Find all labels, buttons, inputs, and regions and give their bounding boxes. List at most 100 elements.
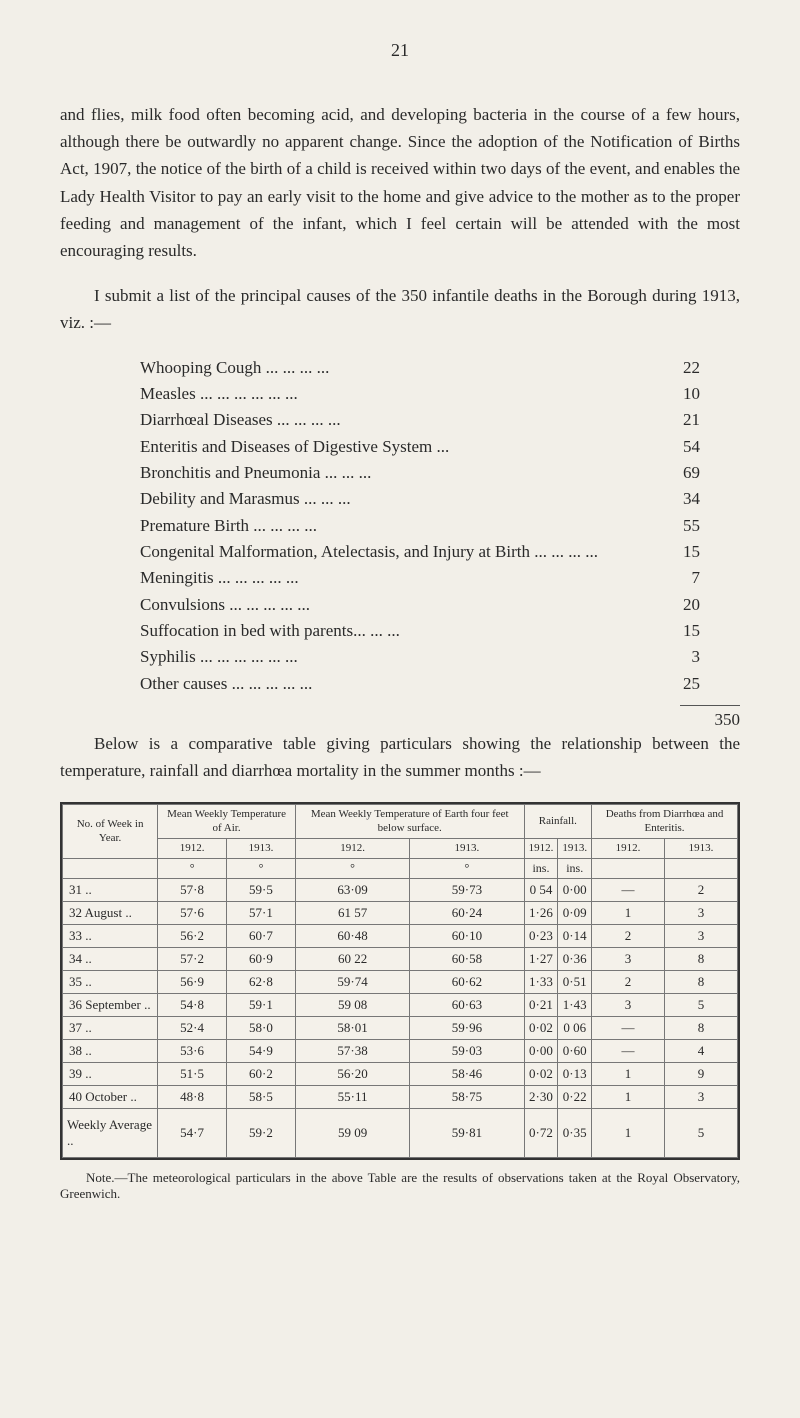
year-1913: 1913. [665,838,738,858]
cause-row: Enteritis and Diseases of Digestive Syst… [140,434,700,460]
data-cell: 0·00 [558,878,592,901]
cause-list: Whooping Cough ... ... ... ...22Measles … [140,355,700,697]
data-cell: 8 [665,1016,738,1039]
data-cell: 1·27 [524,947,558,970]
data-cell: 54·8 [158,993,227,1016]
cause-row: Convulsions ... ... ... ... ...20 [140,592,700,618]
comparative-table: No. of Week in Year. Mean Weekly Tempera… [60,802,740,1160]
cause-label: Premature Birth ... ... ... ... [140,513,640,539]
data-cell: 0·21 [524,993,558,1016]
table-row: 40 October ..48·858·555·1158·752·300·221… [63,1085,738,1108]
week-cell: 33 .. [63,924,158,947]
data-cell: 57·8 [158,878,227,901]
col-group-deaths: Deaths from Diarrhœa and Enteritis. [592,805,738,838]
data-cell: 51·5 [158,1062,227,1085]
unit-cell: ° [158,858,227,878]
data-cell: 60·62 [410,970,524,993]
cause-value: 25 [640,671,700,697]
data-cell: 0·13 [558,1062,592,1085]
data-cell: 62·8 [227,970,296,993]
data-cell: 3 [592,947,665,970]
cause-row: Premature Birth ... ... ... ...55 [140,513,700,539]
data-cell: 1 [592,1085,665,1108]
data-cell: 63·09 [295,878,409,901]
avg-cell: 0·35 [558,1108,592,1157]
cause-value: 20 [640,592,700,618]
cause-value: 69 [640,460,700,486]
data-cell: 59 08 [295,993,409,1016]
paragraph-3: Below is a comparative table giving part… [60,730,740,784]
data-cell: 58·75 [410,1085,524,1108]
data-cell: 60·48 [295,924,409,947]
cause-value: 54 [640,434,700,460]
table-row: 37 ..52·458·058·0159·960·020 06—8 [63,1016,738,1039]
data-cell: 54·9 [227,1039,296,1062]
col-group-rainfall: Rainfall. [524,805,592,838]
data-cell: 3 [665,901,738,924]
col-header-week: No. of Week in Year. [63,805,158,859]
cause-value: 15 [640,618,700,644]
avg-cell: 54·7 [158,1108,227,1157]
cause-value: 22 [640,355,700,381]
table-row: 38 ..53·654·957·3859·030·000·60—4 [63,1039,738,1062]
unit-cell [592,858,665,878]
unit-cell: ins. [558,858,592,878]
data-cell: 8 [665,947,738,970]
cause-value: 3 [640,644,700,670]
unit-cell: ° [295,858,409,878]
data-cell: 2 [592,970,665,993]
data-cell: 57·6 [158,901,227,924]
avg-cell: 59 09 [295,1108,409,1157]
data-cell: 59·74 [295,970,409,993]
data-cell: 0·02 [524,1016,558,1039]
data-cell: 0·00 [524,1039,558,1062]
data-cell: 2 [592,924,665,947]
avg-cell: 59·81 [410,1108,524,1157]
avg-cell: 59·2 [227,1108,296,1157]
data-cell: 56·9 [158,970,227,993]
table-header-row-1: No. of Week in Year. Mean Weekly Tempera… [63,805,738,838]
cause-row: Suffocation in bed with parents... ... .… [140,618,700,644]
table-row: 39 ..51·560·256·2058·460·020·1319 [63,1062,738,1085]
data-cell: 8 [665,970,738,993]
data-cell: 0·22 [558,1085,592,1108]
avg-cell: 0·72 [524,1108,558,1157]
unit-cell: ins. [524,858,558,878]
data-cell: 52·4 [158,1016,227,1039]
cause-total: 350 [60,705,740,730]
data-cell: 58·46 [410,1062,524,1085]
data-cell: 59·03 [410,1039,524,1062]
cause-label: Enteritis and Diseases of Digestive Syst… [140,434,640,460]
week-cell: 31 .. [63,878,158,901]
data-cell: 4 [665,1039,738,1062]
year-1912: 1912. [524,838,558,858]
year-1913: 1913. [558,838,592,858]
data-cell: — [592,878,665,901]
week-cell: 34 .. [63,947,158,970]
cause-value: 21 [640,407,700,433]
data-cell: 61 57 [295,901,409,924]
year-1913: 1913. [410,838,524,858]
data-cell: 60·9 [227,947,296,970]
cause-label: Whooping Cough ... ... ... ... [140,355,640,381]
data-cell: 60·10 [410,924,524,947]
data-cell: 0·02 [524,1062,558,1085]
week-cell: 32 August .. [63,901,158,924]
unit-cell [63,858,158,878]
avg-cell: 5 [665,1108,738,1157]
week-cell: 40 October .. [63,1085,158,1108]
data-cell: 58·0 [227,1016,296,1039]
data-cell: — [592,1039,665,1062]
data-cell: 53·6 [158,1039,227,1062]
col-group-air-temp: Mean Weekly Temperature of Air. [158,805,296,838]
year-1912: 1912. [158,838,227,858]
unit-cell [665,858,738,878]
table-header-row-2: 1912. 1913. 1912. 1913. 1912. 1913. 1912… [63,838,738,858]
cause-row: Diarrhœal Diseases ... ... ... ...21 [140,407,700,433]
cause-label: Congenital Malformation, Atelectasis, an… [140,539,640,565]
cause-label: Measles ... ... ... ... ... ... [140,381,640,407]
data-cell: 59·1 [227,993,296,1016]
data-cell: 0·23 [524,924,558,947]
data-cell: 1·33 [524,970,558,993]
data-cell: 58·5 [227,1085,296,1108]
